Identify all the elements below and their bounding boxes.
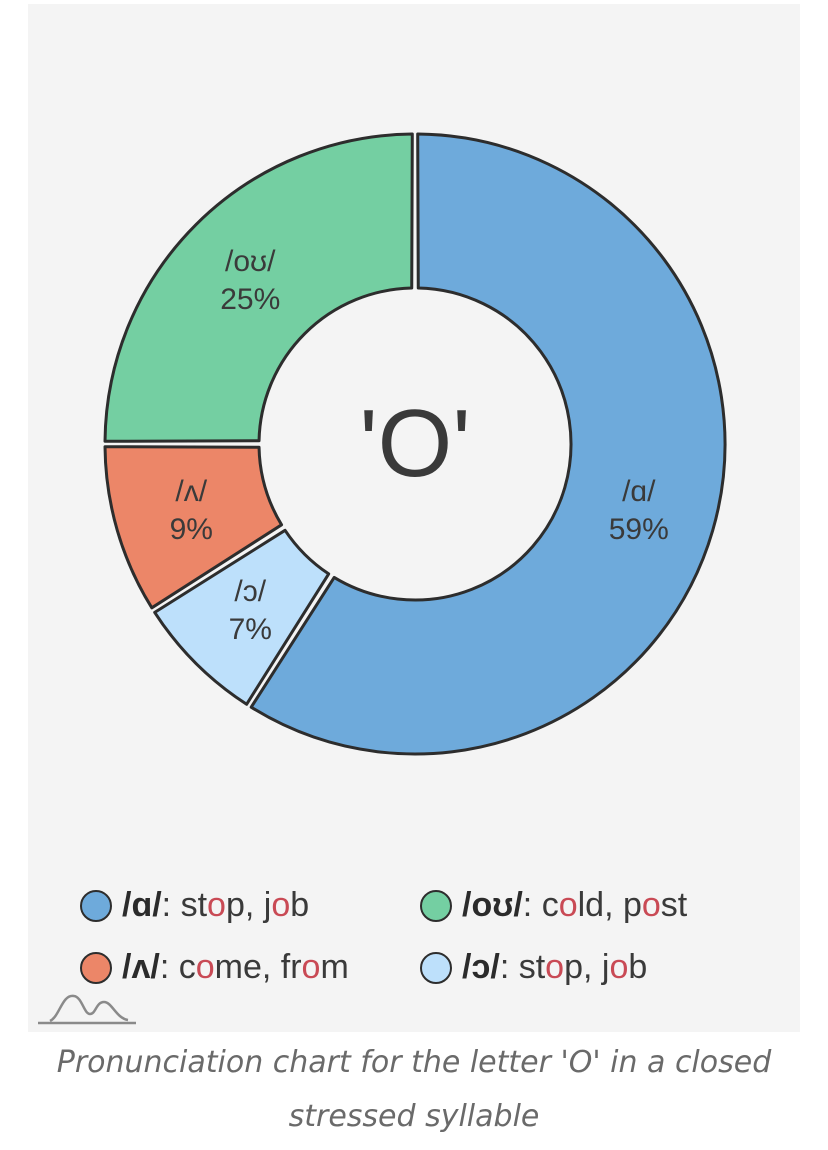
legend-words: stop, job <box>519 948 648 987</box>
slice-label: /ʌ/ <box>175 475 207 508</box>
highlighted-letter: o <box>558 886 578 924</box>
highlighted-letter: o <box>207 886 226 924</box>
word-segment: p, j <box>564 948 610 986</box>
legend-words: stop, job <box>181 886 310 925</box>
word-segment: p, j <box>225 886 272 924</box>
legend-ipa: /ɑ/ <box>122 886 162 924</box>
chart-panel: /ɑ/59% /ɔ/7% /ʌ/9% /oʊ/25% 'O' <box>28 4 800 1032</box>
legend: /ɑ/: stop, job /oʊ/: cold, post /ʌ/: com… <box>28 886 800 1026</box>
legend-colon: : <box>522 886 542 924</box>
legend-colon: : <box>159 948 179 986</box>
legend-words: come, from <box>179 948 349 987</box>
legend-item[interactable]: /ʌ/: come, from <box>80 948 349 987</box>
highlighted-letter: o <box>545 948 565 986</box>
word-segment: st <box>180 886 208 924</box>
word-segment: b <box>628 948 648 986</box>
word-segment: ld, p <box>577 886 642 924</box>
donut-slice[interactable] <box>103 445 284 610</box>
legend-ipa: /oʊ/ <box>462 886 523 924</box>
word-segment: c <box>178 948 196 986</box>
donut-chart: /ɑ/59% /ɔ/7% /ʌ/9% /oʊ/25% 'O' <box>103 132 727 756</box>
word-segment: st <box>518 948 546 986</box>
slice-value-label: 7% <box>229 613 272 646</box>
donut-slice[interactable] <box>153 528 331 706</box>
highlighted-letter: o <box>195 948 215 986</box>
word-segment: b <box>290 886 310 924</box>
legend-ipa: /ʌ/ <box>122 948 160 986</box>
word-segment: st <box>660 886 688 924</box>
legend-item[interactable]: /ɔ/: stop, job <box>420 948 647 987</box>
word-segment: c <box>541 886 559 924</box>
slice-value-label: 25% <box>220 283 280 316</box>
legend-words: cold, post <box>542 886 688 925</box>
word-segment: me, fr <box>214 948 302 986</box>
slice-label: /ɔ/ <box>234 575 266 608</box>
legend-colon: : <box>161 886 181 924</box>
legend-colon: : <box>499 948 519 986</box>
legend-swatch <box>420 889 452 922</box>
figure-caption: Pronunciation chart for the letter 'O' i… <box>56 1045 772 1134</box>
word-segment: m <box>320 948 349 986</box>
slice-value-label: 9% <box>170 513 213 546</box>
highlighted-letter: o <box>271 886 291 924</box>
legend-swatch <box>420 951 452 984</box>
highlighted-letter: o <box>301 948 321 986</box>
highlighted-letter: o <box>641 886 661 924</box>
center-label: 'O' <box>359 390 470 497</box>
legend-ipa: /ɔ/ <box>462 948 500 986</box>
legend-swatch <box>80 951 112 984</box>
slice-label: /ɑ/ <box>622 475 656 508</box>
donut-slice[interactable] <box>103 132 414 443</box>
wave-logo-icon <box>38 994 136 1025</box>
donut-slice[interactable] <box>249 132 727 756</box>
legend-swatch <box>80 889 112 922</box>
legend-item[interactable]: /oʊ/: cold, post <box>420 886 687 925</box>
legend-item[interactable]: /ɑ/: stop, job <box>80 886 309 925</box>
slice-value-label: 59% <box>609 513 669 546</box>
highlighted-letter: o <box>609 948 629 986</box>
slice-label: /oʊ/ <box>225 245 276 278</box>
